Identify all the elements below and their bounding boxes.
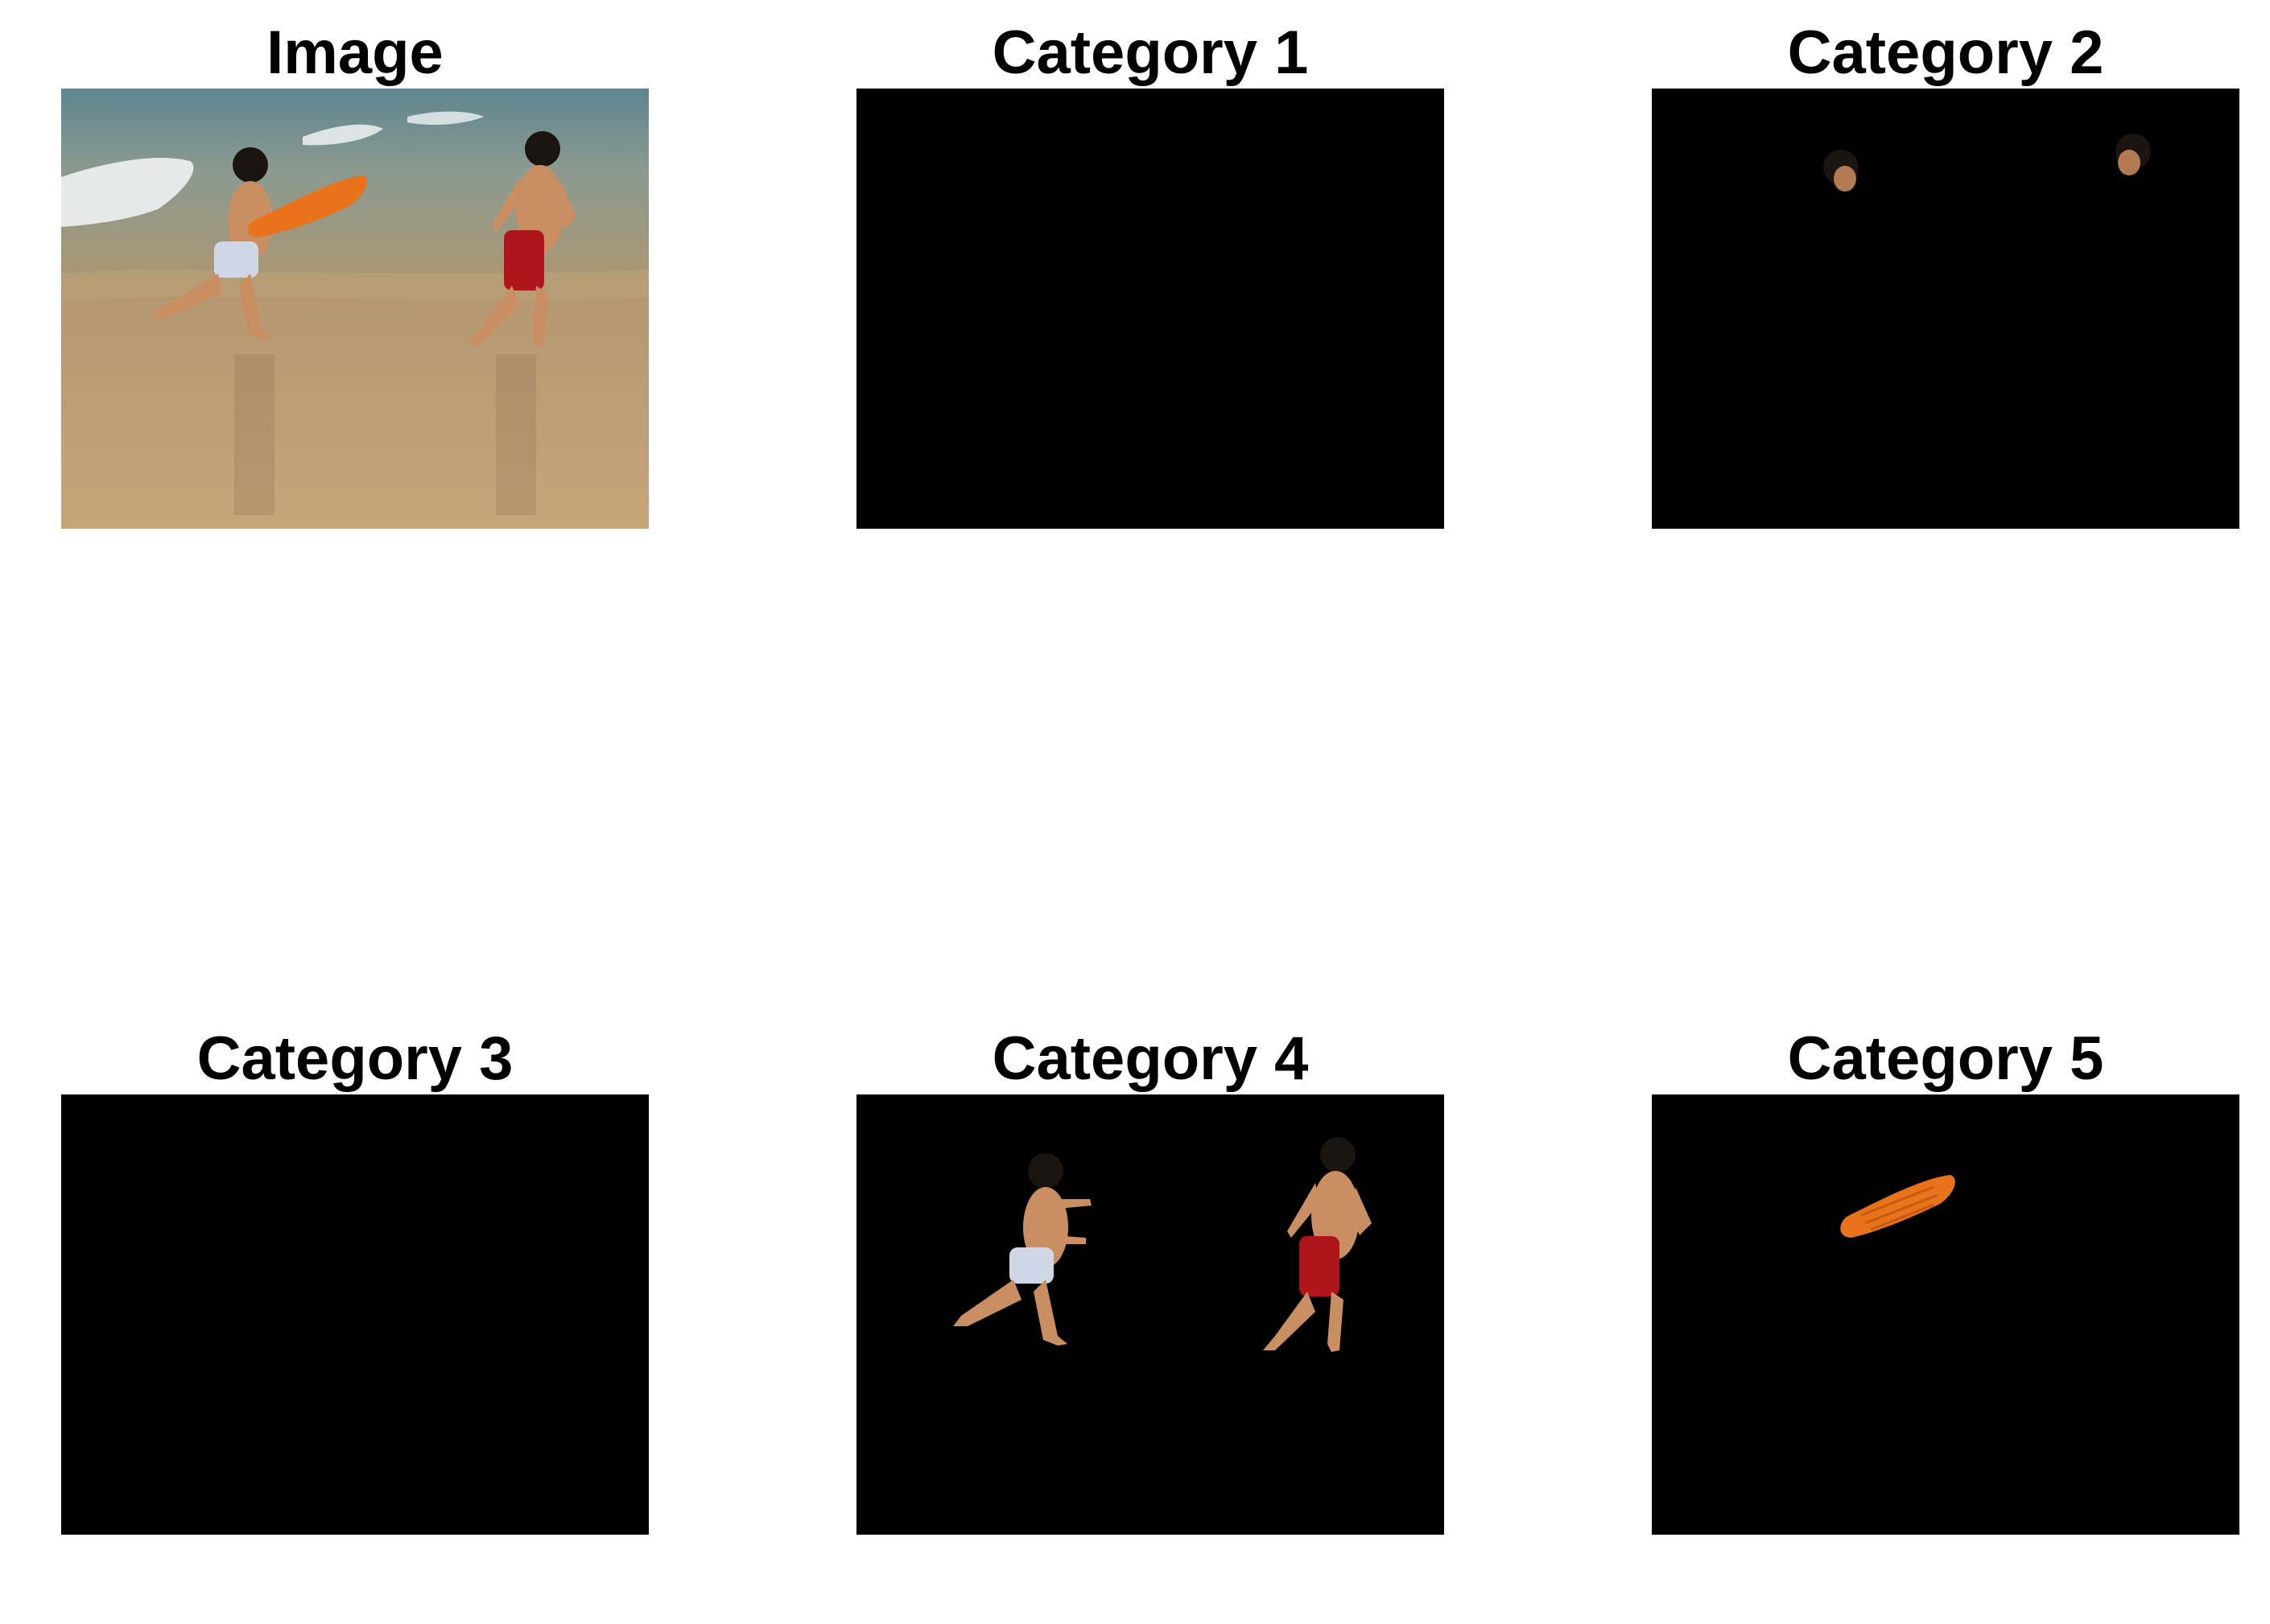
- mask-image-heads: [1652, 89, 2239, 529]
- beach-photo: [61, 89, 649, 529]
- panel-title: Category 4: [992, 1024, 1309, 1093]
- panel-title: Image: [266, 19, 444, 87]
- panel-title: Category 5: [1787, 1024, 2104, 1093]
- panel-title: Category 1: [992, 19, 1309, 87]
- head-left: [1823, 150, 1859, 192]
- surfboard: [1840, 1175, 1955, 1238]
- mask-image-empty: [856, 89, 1444, 529]
- person-left: [953, 1153, 1092, 1346]
- head-right: [2115, 134, 2151, 175]
- mask-image-persons: [856, 1094, 1444, 1535]
- panel-title: Category 3: [196, 1024, 514, 1093]
- person-right: [1263, 1137, 1372, 1352]
- mask-image-surfboard: [1652, 1094, 2239, 1535]
- mask-image-empty: [61, 1094, 649, 1535]
- panel-title: Category 2: [1787, 19, 2104, 87]
